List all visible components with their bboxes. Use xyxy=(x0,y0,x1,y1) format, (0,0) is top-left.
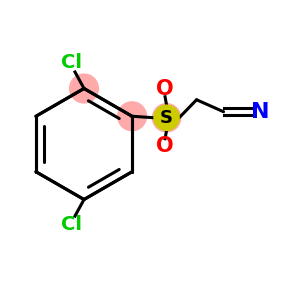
Circle shape xyxy=(152,104,181,132)
Text: N: N xyxy=(251,102,269,122)
Text: Cl: Cl xyxy=(61,215,82,235)
Text: S: S xyxy=(160,109,173,127)
Text: O: O xyxy=(156,79,174,99)
Circle shape xyxy=(118,102,146,131)
Circle shape xyxy=(70,74,98,103)
Text: Cl: Cl xyxy=(61,53,82,73)
Circle shape xyxy=(154,105,179,130)
Text: O: O xyxy=(156,136,174,156)
